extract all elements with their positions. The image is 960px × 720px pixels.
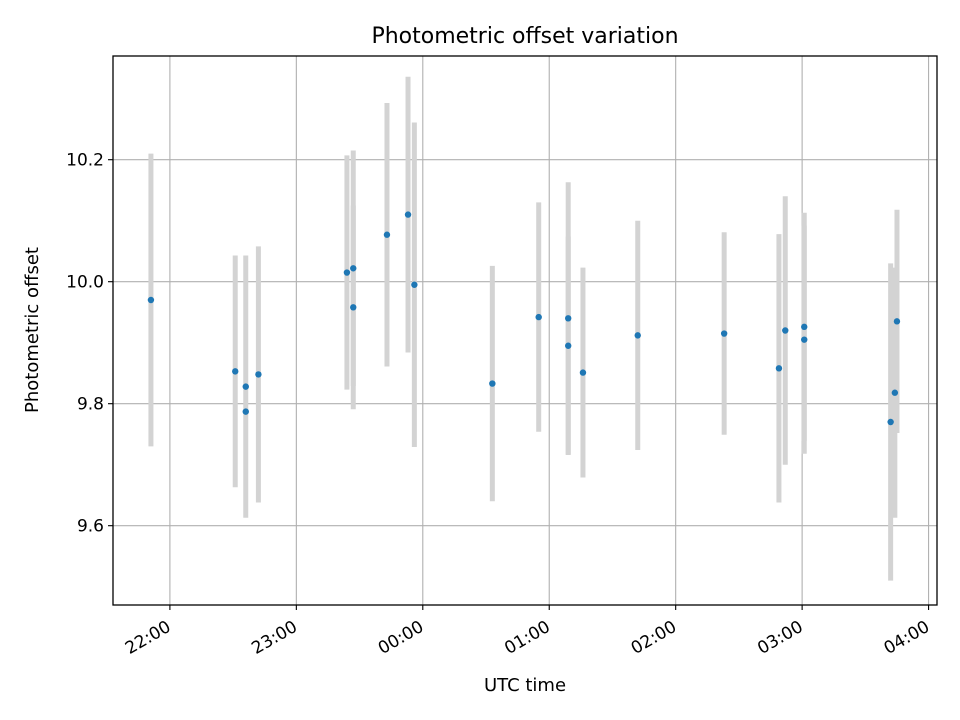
data-point xyxy=(147,296,155,304)
data-point xyxy=(782,327,789,334)
data-point xyxy=(579,369,587,376)
x-tick-label: 02:00 xyxy=(628,617,680,659)
data-point xyxy=(232,368,239,375)
data-point xyxy=(887,418,894,426)
plot-frame xyxy=(112,55,938,606)
x-tick-label: 03:00 xyxy=(754,617,806,659)
data-point xyxy=(411,281,418,288)
x-tick-label: 23:00 xyxy=(248,617,300,659)
data-point xyxy=(801,323,808,331)
y-tick-label: 9.8 xyxy=(77,395,104,415)
data-point xyxy=(535,313,542,321)
data-point xyxy=(893,318,901,325)
x-tick-label: 04:00 xyxy=(881,617,933,659)
y-tick-label: 10.2 xyxy=(66,151,104,171)
chart-title: Photometric offset variation xyxy=(371,24,678,49)
y-axis: 9.6 9.8 10.0 10.2 xyxy=(66,151,113,537)
x-tick-label: 00:00 xyxy=(375,617,427,659)
data-point xyxy=(242,383,249,390)
data-point xyxy=(255,371,262,378)
data-point xyxy=(634,332,641,339)
data-point xyxy=(801,336,808,343)
data-point xyxy=(383,231,391,238)
data-point xyxy=(565,342,572,349)
data-point xyxy=(775,365,783,372)
x-axis-label: UTC time xyxy=(484,675,566,696)
data-point xyxy=(343,269,351,276)
data-point xyxy=(350,304,357,311)
data-point xyxy=(350,265,357,272)
x-axis: 22:00 23:00 00:00 01:00 02:00 03:00 04:00 xyxy=(122,605,933,659)
y-tick-label: 10.0 xyxy=(66,273,104,293)
points xyxy=(147,211,901,426)
data-point xyxy=(242,408,249,415)
x-tick-label: 01:00 xyxy=(501,617,553,659)
data-point xyxy=(404,211,412,218)
data-point xyxy=(565,315,572,322)
x-tick-label: 22:00 xyxy=(122,617,174,659)
data-point xyxy=(489,380,496,387)
y-axis-label: Photometric offset xyxy=(22,247,43,413)
y-tick-label: 9.6 xyxy=(77,517,104,537)
data-point xyxy=(891,389,899,396)
data-point xyxy=(720,330,728,337)
